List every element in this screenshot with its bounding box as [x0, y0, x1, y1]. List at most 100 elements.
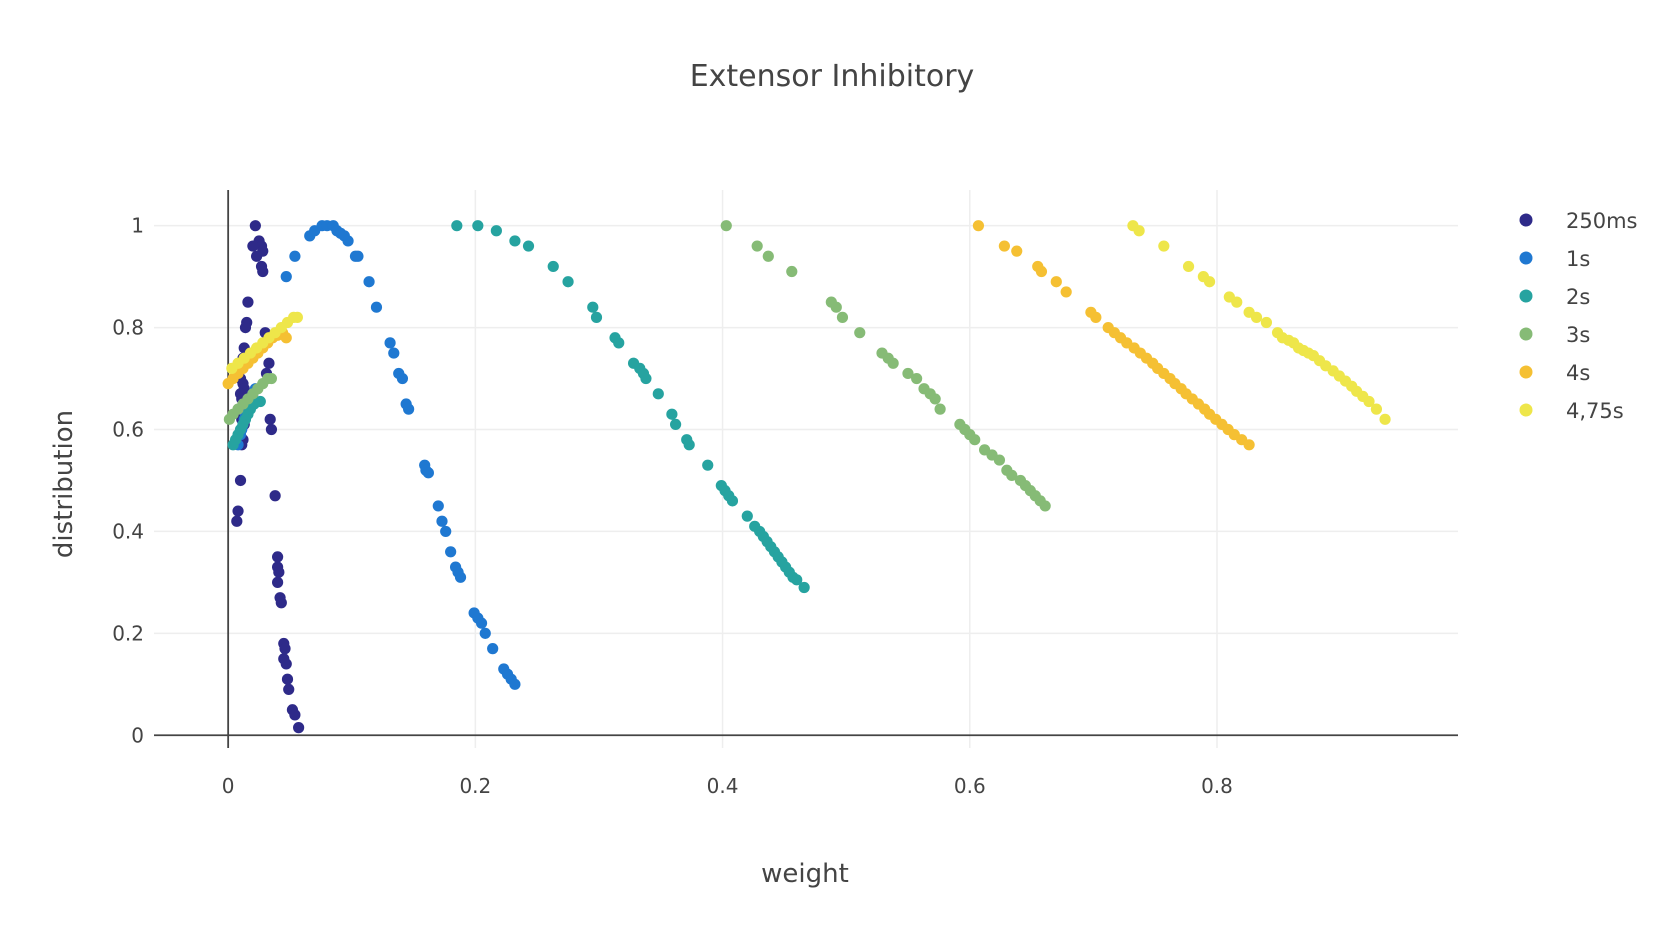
- data-point[interactable]: [902, 367, 914, 380]
- data-point[interactable]: [726, 495, 739, 507]
- data-point[interactable]: [1060, 286, 1072, 298]
- data-point[interactable]: [279, 643, 291, 655]
- legend-item[interactable]: 3s: [1519, 323, 1591, 347]
- data-point[interactable]: [1260, 316, 1273, 329]
- data-point[interactable]: [702, 459, 714, 471]
- data-point[interactable]: [265, 423, 278, 436]
- data-point[interactable]: [269, 490, 281, 502]
- legend-item[interactable]: 4,75s: [1519, 399, 1624, 423]
- data-point[interactable]: [352, 250, 364, 262]
- data-point[interactable]: [836, 311, 849, 323]
- data-point[interactable]: [1039, 500, 1051, 512]
- data-point[interactable]: [587, 301, 599, 313]
- data-point[interactable]: [720, 220, 732, 232]
- data-point[interactable]: [751, 240, 763, 252]
- data-point[interactable]: [640, 372, 652, 385]
- data-point[interactable]: [1133, 225, 1145, 237]
- data-point[interactable]: [509, 235, 521, 247]
- data-point[interactable]: [1050, 276, 1062, 288]
- data-point[interactable]: [969, 434, 981, 446]
- data-point[interactable]: [998, 240, 1010, 252]
- data-point[interactable]: [490, 225, 502, 237]
- data-point[interactable]: [291, 311, 303, 323]
- data-point[interactable]: [342, 235, 354, 247]
- data-point[interactable]: [396, 372, 409, 385]
- data-point[interactable]: [1250, 311, 1263, 323]
- legend[interactable]: 250ms 1s 2s 3s 4s 4,75s: [1519, 209, 1638, 423]
- legend-item[interactable]: 4s: [1519, 361, 1591, 385]
- data-point[interactable]: [293, 722, 305, 734]
- data-point[interactable]: [1182, 260, 1195, 273]
- data-point[interactable]: [432, 500, 444, 512]
- data-point[interactable]: [273, 566, 285, 578]
- data-point[interactable]: [1379, 413, 1391, 425]
- data-point[interactable]: [384, 337, 396, 349]
- data-point[interactable]: [666, 408, 678, 420]
- data-point[interactable]: [283, 683, 295, 695]
- data-point[interactable]: [911, 372, 923, 385]
- data-point[interactable]: [231, 515, 243, 527]
- data-point[interactable]: [445, 546, 457, 558]
- data-point[interactable]: [786, 265, 798, 278]
- data-point[interactable]: [264, 413, 276, 425]
- data-point[interactable]: [1243, 439, 1255, 451]
- data-point[interactable]: [1231, 296, 1243, 308]
- data-point[interactable]: [234, 474, 247, 487]
- data-point[interactable]: [475, 617, 488, 629]
- data-point[interactable]: [1090, 311, 1102, 323]
- data-point[interactable]: [388, 347, 400, 359]
- data-point[interactable]: [522, 240, 535, 252]
- data-point[interactable]: [280, 658, 292, 670]
- data-point[interactable]: [280, 332, 292, 344]
- data-point[interactable]: [791, 574, 803, 586]
- data-point[interactable]: [934, 403, 946, 415]
- data-point[interactable]: [242, 296, 254, 308]
- data-point[interactable]: [1370, 403, 1383, 415]
- data-point[interactable]: [562, 276, 574, 288]
- data-point[interactable]: [929, 393, 941, 405]
- data-point[interactable]: [272, 551, 284, 563]
- data-point[interactable]: [263, 357, 275, 369]
- legend-item[interactable]: 2s: [1519, 285, 1591, 309]
- data-point[interactable]: [249, 220, 261, 232]
- data-point[interactable]: [1035, 265, 1048, 278]
- data-point[interactable]: [590, 311, 603, 323]
- data-point[interactable]: [1006, 469, 1018, 481]
- data-point[interactable]: [741, 510, 753, 522]
- data-point[interactable]: [403, 403, 415, 415]
- data-point[interactable]: [247, 240, 259, 252]
- data-point[interactable]: [854, 327, 866, 339]
- data-point[interactable]: [289, 709, 301, 721]
- data-point[interactable]: [972, 220, 985, 232]
- data-point[interactable]: [613, 337, 625, 349]
- data-point[interactable]: [993, 454, 1006, 466]
- data-point[interactable]: [254, 395, 266, 408]
- data-point[interactable]: [272, 576, 284, 588]
- data-point[interactable]: [265, 372, 278, 385]
- legend-item[interactable]: 250ms: [1519, 209, 1638, 233]
- data-point[interactable]: [440, 525, 452, 538]
- data-point[interactable]: [509, 678, 521, 690]
- data-point[interactable]: [1363, 395, 1375, 408]
- data-point[interactable]: [1158, 240, 1170, 252]
- legend-item[interactable]: 1s: [1519, 247, 1591, 271]
- data-point[interactable]: [830, 301, 842, 313]
- data-point[interactable]: [762, 250, 774, 262]
- data-point[interactable]: [422, 467, 434, 479]
- data-point[interactable]: [370, 301, 383, 313]
- data-point[interactable]: [1203, 276, 1216, 288]
- data-point[interactable]: [683, 439, 695, 451]
- data-point[interactable]: [652, 388, 664, 400]
- data-point[interactable]: [547, 260, 559, 273]
- data-point[interactable]: [280, 271, 292, 283]
- data-point[interactable]: [436, 515, 448, 527]
- data-point[interactable]: [239, 321, 252, 334]
- data-point[interactable]: [1011, 245, 1023, 257]
- data-point[interactable]: [250, 250, 263, 262]
- data-point[interactable]: [363, 276, 375, 288]
- data-point[interactable]: [798, 581, 810, 594]
- data-point[interactable]: [472, 220, 484, 232]
- data-point[interactable]: [670, 418, 682, 431]
- data-point[interactable]: [487, 643, 499, 655]
- data-point[interactable]: [289, 250, 301, 262]
